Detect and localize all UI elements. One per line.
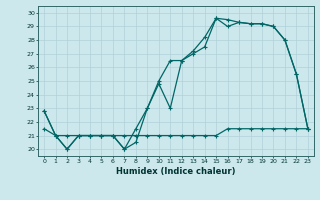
X-axis label: Humidex (Indice chaleur): Humidex (Indice chaleur) <box>116 167 236 176</box>
